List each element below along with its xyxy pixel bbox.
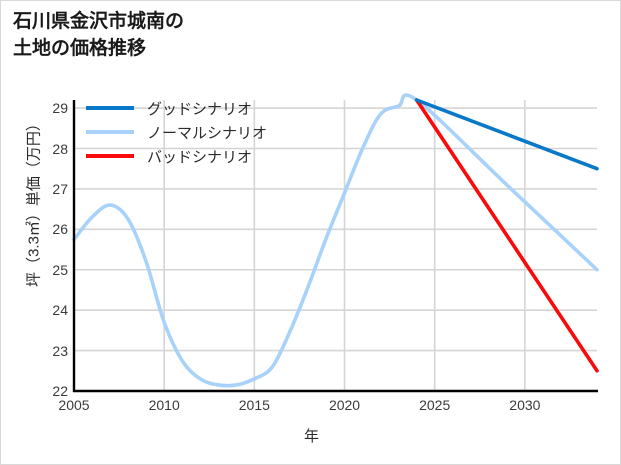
y-tick-label: 22 xyxy=(52,383,68,399)
series-line xyxy=(414,98,599,373)
legend-label-normal: ノーマルシナリオ xyxy=(147,124,268,142)
legend-swatch-bad xyxy=(86,154,134,158)
legend-swatch-good xyxy=(86,106,134,110)
x-tick-label: 2010 xyxy=(148,397,180,413)
y-tick-label: 25 xyxy=(52,261,68,278)
legend-item-good[interactable]: グッドシナリオ xyxy=(86,96,316,120)
series-line xyxy=(72,93,599,388)
y-tick-label: 24 xyxy=(52,302,68,319)
legend-swatch-normal xyxy=(86,130,134,134)
chart-title: 石川県金沢市城南の 土地の価格推移 xyxy=(13,11,185,59)
legend-label-bad: バッドシナリオ xyxy=(147,148,253,166)
y-tick-label: 29 xyxy=(52,100,68,117)
y-tick-label: 26 xyxy=(52,221,68,238)
y-axis-ticks: 22 23 24 25 26 27 28 29 xyxy=(23,1,68,464)
x-tick-label: 2025 xyxy=(419,397,451,413)
x-axis-label: 年 xyxy=(303,428,319,445)
y-tick-label: 28 xyxy=(52,140,68,157)
y-axis-label: 坪（3.3㎡）単価（万円） xyxy=(25,116,43,287)
x-tick-label: 2030 xyxy=(509,397,541,413)
x-tick-label: 2015 xyxy=(238,397,270,413)
legend-item-bad[interactable]: バッドシナリオ xyxy=(86,144,316,168)
series-line xyxy=(414,98,599,171)
series-lines xyxy=(72,93,599,388)
y-tick-label: 23 xyxy=(52,342,68,359)
legend-label-good: グッドシナリオ xyxy=(147,100,253,118)
x-tick-label: 2005 xyxy=(58,397,90,413)
legend-item-normal[interactable]: ノーマルシナリオ xyxy=(86,120,316,144)
x-tick-label: 2020 xyxy=(328,397,361,413)
chart-legend: グッドシナリオ ノーマルシナリオ バッドシナリオ xyxy=(86,96,316,168)
axis-spines xyxy=(72,100,598,393)
y-tick-label: 27 xyxy=(52,180,68,197)
